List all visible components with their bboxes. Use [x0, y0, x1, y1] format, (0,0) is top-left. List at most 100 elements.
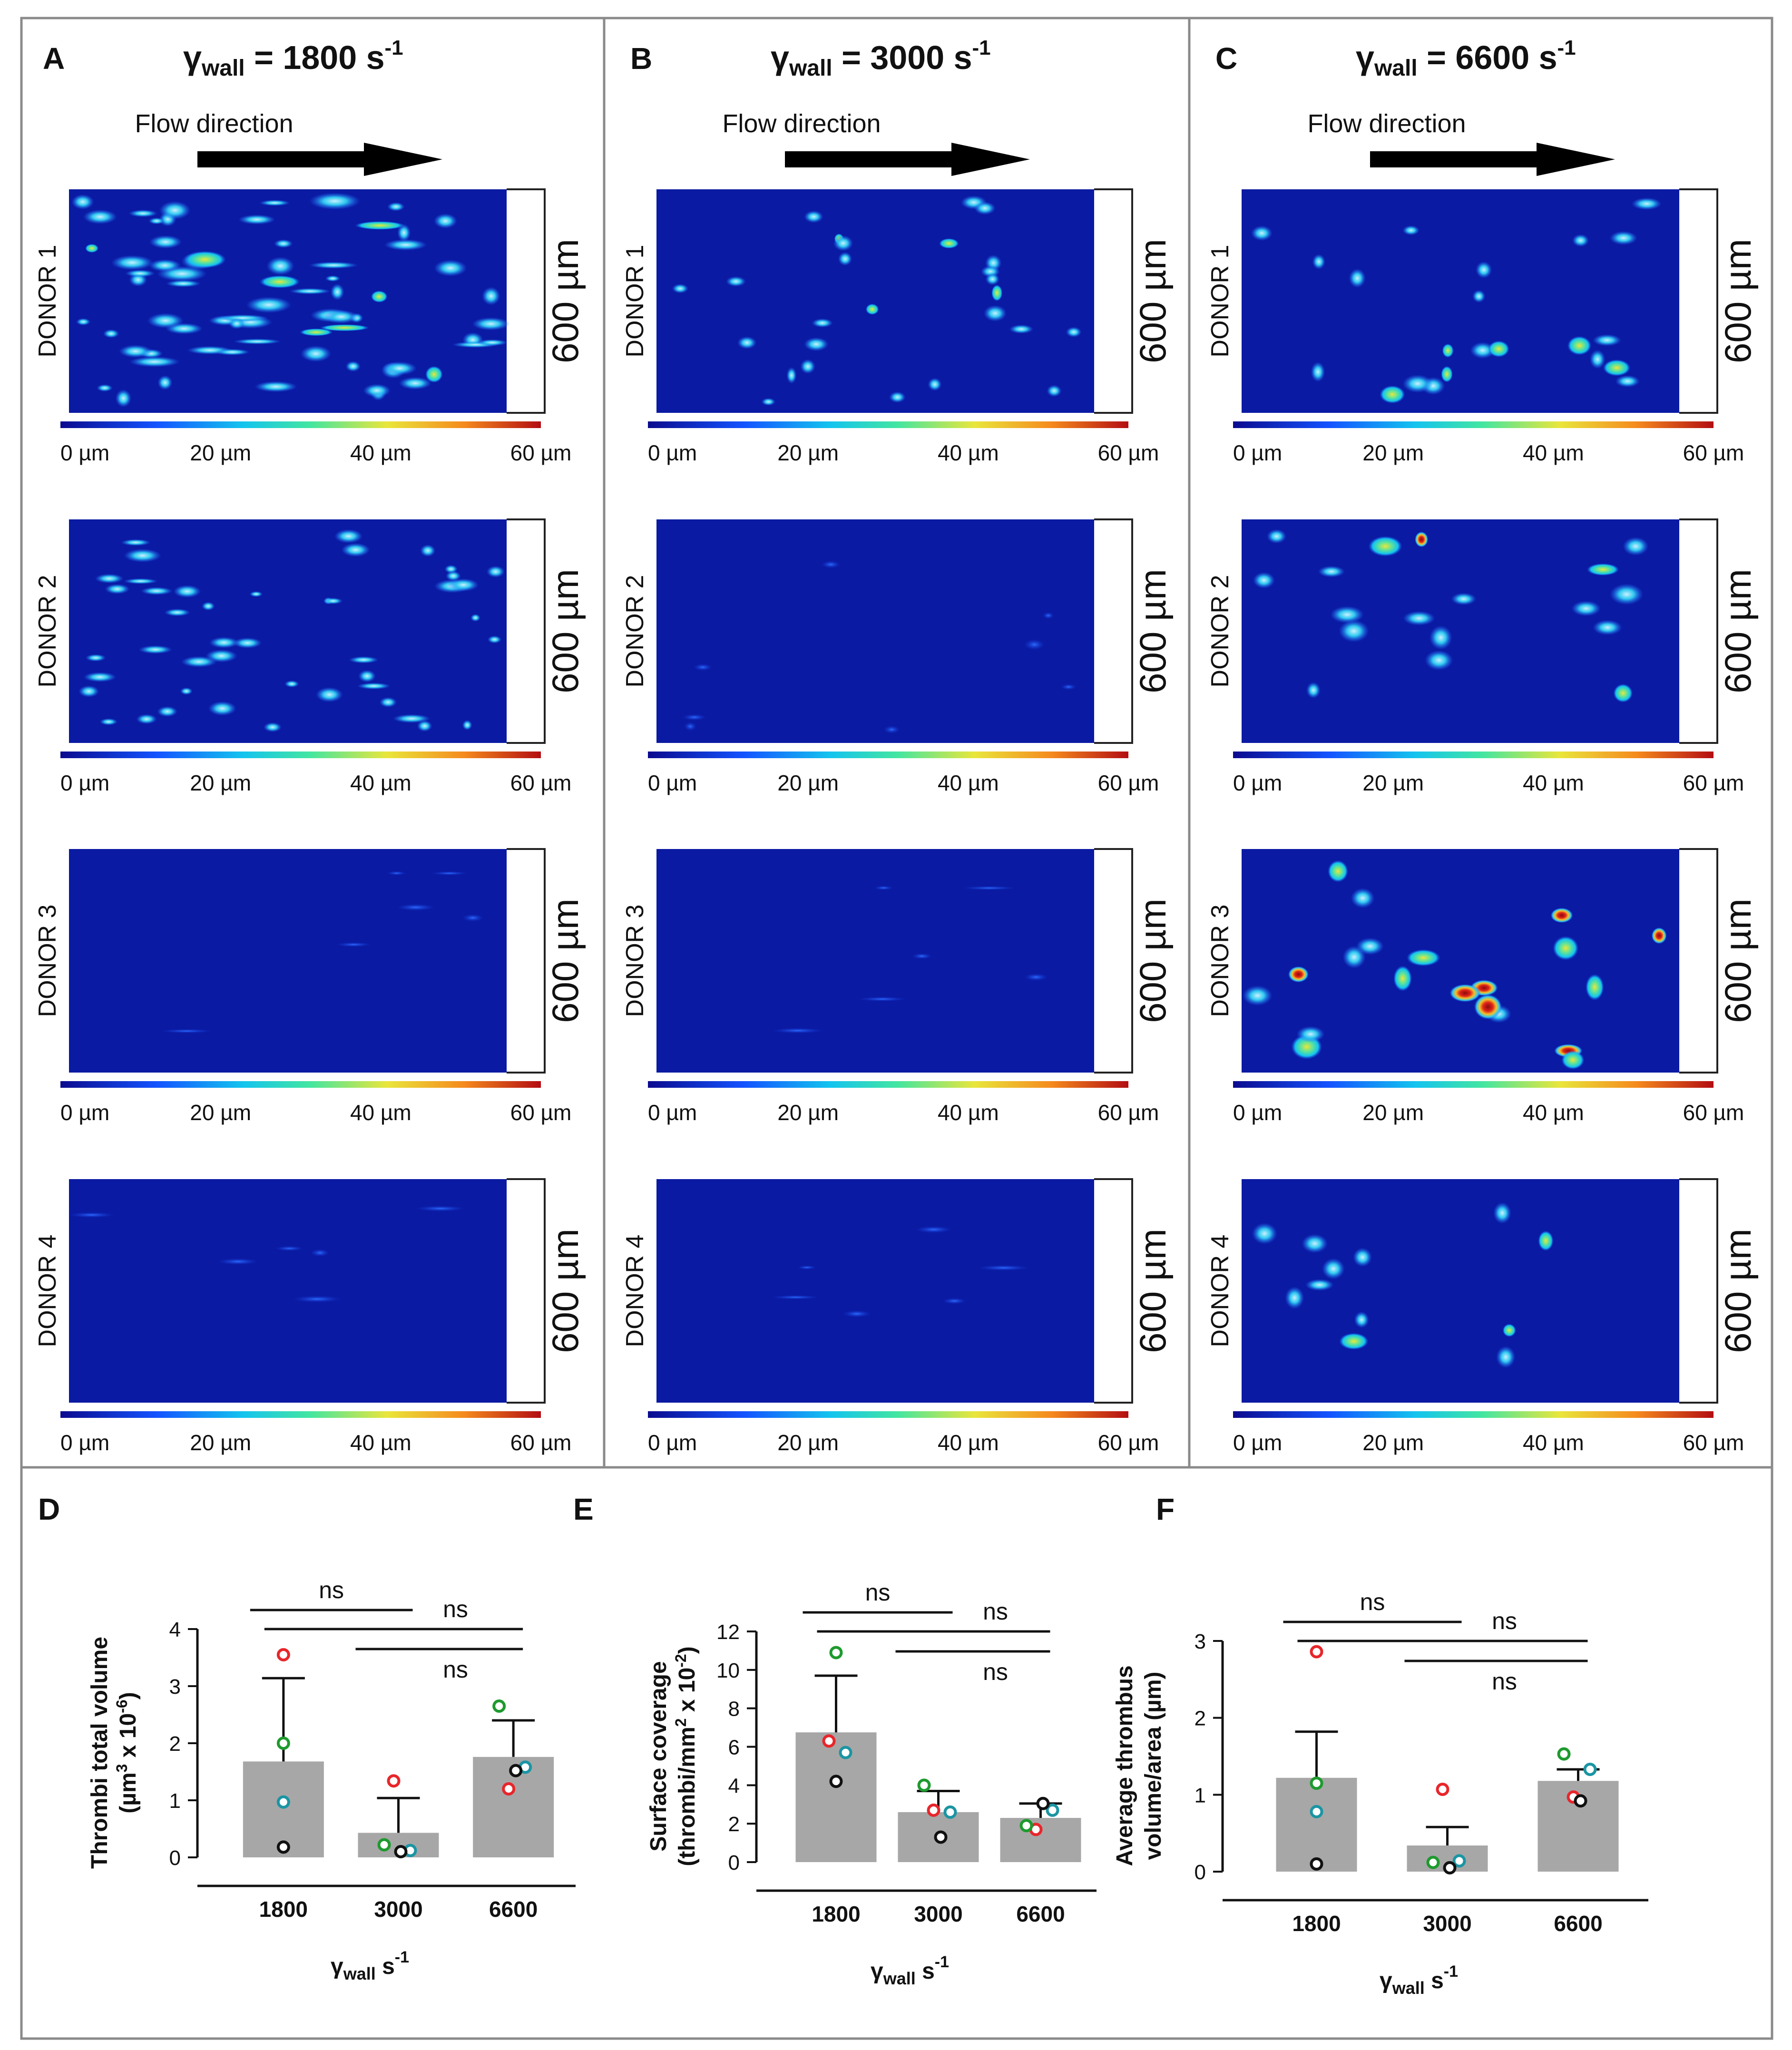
- thrombus-blob: [83, 209, 118, 225]
- heatmap-panel: [656, 189, 1094, 413]
- thrombus-blob: [1571, 600, 1601, 616]
- y-label-sup1: 3: [113, 1764, 130, 1773]
- thrombus-blob: [233, 338, 282, 345]
- thrombus-blob: [238, 215, 275, 225]
- thrombus-blob: [883, 725, 900, 734]
- thrombus-blob: [1009, 324, 1034, 334]
- thrombus-blob: [1328, 860, 1348, 882]
- x-tick-label: 6600: [489, 1897, 538, 1922]
- y-tick-label: 3: [1195, 1630, 1206, 1653]
- scale-bracket: [1094, 518, 1133, 744]
- significance-label: ns: [319, 1577, 344, 1603]
- thrombus-blob: [1613, 683, 1633, 703]
- thrombus-blob: [797, 1265, 817, 1270]
- thrombus-blob: [362, 384, 391, 398]
- thrombus-blob: [865, 303, 879, 315]
- y-tick-label: 10: [716, 1659, 740, 1682]
- thrombus-blob: [1302, 1234, 1328, 1253]
- thrombus-blob: [1251, 225, 1273, 241]
- scale-label-600um: 600 µm: [544, 569, 586, 693]
- y-label-mid: x 10: [675, 1668, 700, 1718]
- panel-letter: A: [43, 41, 65, 76]
- y-label-sup2: -6: [113, 1699, 130, 1713]
- donor-point: [1557, 1747, 1571, 1761]
- thrombus-blob: [470, 614, 480, 622]
- significance-label: ns: [1360, 1589, 1385, 1615]
- thrombus-blob: [803, 337, 829, 351]
- title-gamma: γ: [771, 39, 789, 76]
- thrombus-blob: [874, 886, 893, 890]
- y-axis-label: Average thrombus volume/area (µm): [1112, 1665, 1166, 1866]
- scale-bracket: [1094, 188, 1133, 414]
- y-tick-label: 3: [169, 1675, 181, 1699]
- y-label-line2: (µm: [116, 1772, 141, 1813]
- heatmap-panel: [1242, 189, 1679, 413]
- y-tick-label: 0: [169, 1846, 181, 1870]
- donor-point: [1583, 1762, 1597, 1776]
- thrombus-blob: [309, 262, 358, 269]
- thrombus-blob: [149, 235, 182, 249]
- donor-label: DONOR 4: [621, 1235, 649, 1347]
- title-gamma: γ: [183, 39, 202, 76]
- donor-point: [276, 1795, 290, 1809]
- x-tick-label: 1800: [812, 1902, 860, 1926]
- thrombus-blob: [1349, 268, 1366, 288]
- significance-label: ns: [983, 1598, 1008, 1625]
- thrombus-blob: [842, 1310, 871, 1318]
- flow-arrow-shaft: [197, 151, 369, 167]
- thrombus-blob: [249, 591, 263, 597]
- depth-colorbar: [1233, 421, 1714, 428]
- thrombus-blob: [217, 1258, 259, 1265]
- thrombus-blob: [382, 361, 417, 375]
- thrombus-blob: [462, 720, 472, 731]
- thrombus-blob: [208, 701, 236, 716]
- thrombus-blob: [487, 635, 502, 644]
- title-subscript: wall: [789, 56, 832, 81]
- significance-label: ns: [865, 1579, 891, 1606]
- x-label-superscript: -1: [935, 1953, 949, 1971]
- thrombus-blob: [1572, 234, 1589, 247]
- thrombus-blob: [357, 683, 391, 690]
- thrombus-blob: [255, 381, 297, 392]
- donor-point: [1019, 1819, 1033, 1833]
- heatmap-panel: [1242, 849, 1679, 1073]
- donor-point: [1574, 1794, 1587, 1808]
- bar-chart-F: F 0 1 2 3 Average thrombus volume/area (µm) 180…: [1112, 1492, 1648, 1998]
- heatmap-panel: [656, 1179, 1094, 1403]
- thrombus-blob: [1402, 374, 1433, 393]
- scale-bracket: [1094, 1178, 1133, 1404]
- colorbar-tick: 0 µm: [1233, 440, 1282, 465]
- thrombus-blob: [97, 384, 113, 392]
- thrombus-blob: [804, 210, 823, 223]
- y-tick-label: 2: [1195, 1707, 1206, 1730]
- x-label-unit: s: [916, 1959, 935, 1984]
- thrombus-blob: [1488, 341, 1509, 358]
- thrombus-blob: [1311, 361, 1325, 382]
- thrombus-blob: [300, 345, 332, 362]
- significance-label: ns: [443, 1656, 468, 1683]
- flow-direction-label: Flow direction: [1307, 109, 1466, 138]
- scale-bracket: [1679, 518, 1718, 744]
- colorbar-tick: 20 µm: [1362, 1100, 1424, 1125]
- thrombus-blob: [800, 359, 816, 374]
- thrombus-blob: [1368, 536, 1402, 556]
- y-label-line1: Average thrombus: [1112, 1665, 1137, 1866]
- y-axis-label: Surface coverage (thrombi/mm2 x 10-2): [646, 1646, 700, 1866]
- x-label-subscript: wall: [883, 1969, 916, 1988]
- colorbar-tick: 0 µm: [648, 1430, 697, 1455]
- thrombus-blob: [1342, 946, 1366, 969]
- donor-label: DONOR 3: [621, 905, 649, 1017]
- x-axis-label: γwall s-1: [871, 1953, 949, 1988]
- thrombus-blob: [99, 718, 118, 725]
- y-label-line1: Thrombi total volume: [87, 1637, 112, 1869]
- donor-label: DONOR 3: [34, 905, 61, 1017]
- colorbar-tick: 40 µm: [350, 440, 411, 465]
- donor-point: [917, 1778, 931, 1792]
- donor-point: [387, 1774, 401, 1788]
- thrombus-blob: [215, 349, 250, 356]
- thrombus-blob: [266, 256, 294, 275]
- depth-colorbar: [648, 421, 1128, 428]
- thrombus-blob: [209, 636, 239, 648]
- thrombus-blob: [341, 543, 370, 557]
- donor-point: [394, 1845, 408, 1858]
